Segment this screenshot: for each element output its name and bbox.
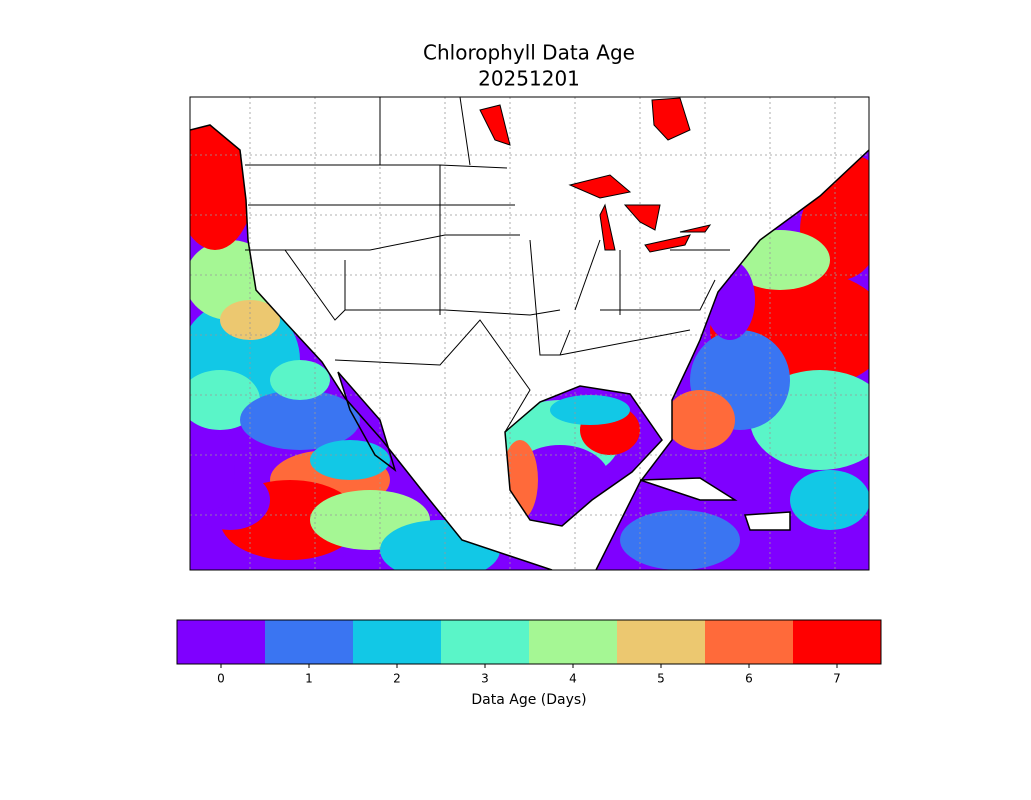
colorbar-tick-label: 6 bbox=[745, 672, 753, 686]
colorbar-frame bbox=[176, 619, 882, 665]
colorbar-segment bbox=[793, 620, 881, 664]
colorbar-tick-label: 4 bbox=[569, 672, 577, 686]
map-subtitle: 20251201 bbox=[478, 67, 580, 91]
colorbar-label: Data Age (Days) bbox=[471, 692, 586, 708]
map-frame bbox=[189, 96, 870, 571]
map-title: Chlorophyll Data Age bbox=[423, 41, 635, 65]
colorbar-segment bbox=[441, 620, 529, 664]
colorbar-segment bbox=[353, 620, 441, 664]
field-patch bbox=[790, 470, 869, 530]
colorbar-segment bbox=[177, 620, 265, 664]
map-area bbox=[190, 97, 869, 570]
coastlines bbox=[190, 124, 869, 570]
field-patch bbox=[620, 510, 740, 570]
colorbar-tick-label: 1 bbox=[305, 672, 313, 686]
field-patch bbox=[190, 430, 235, 510]
great-lakes bbox=[479, 97, 712, 253]
field-patch bbox=[665, 390, 735, 450]
colorbar-tick-label: 3 bbox=[481, 672, 489, 686]
colorbar-segment bbox=[265, 620, 353, 664]
colorbar: 0 1 2 3 4 5 6 7 bbox=[177, 620, 881, 686]
colorbar-tick-label: 7 bbox=[833, 672, 841, 686]
colorbar-segment bbox=[529, 620, 617, 664]
colorbar-tick-label: 0 bbox=[217, 672, 225, 686]
colorbar-segment bbox=[617, 620, 705, 664]
field-patch bbox=[220, 300, 280, 340]
state-borders bbox=[245, 97, 730, 433]
graticule bbox=[190, 97, 869, 570]
field-patch bbox=[240, 390, 360, 450]
field-patch bbox=[270, 360, 330, 400]
field-patch bbox=[310, 440, 390, 480]
field-patch bbox=[550, 395, 630, 425]
colorbar-segment bbox=[705, 620, 793, 664]
colorbar-tick-label: 5 bbox=[657, 672, 665, 686]
field-patch bbox=[190, 370, 260, 430]
colorbar-tick-label: 2 bbox=[393, 672, 401, 686]
